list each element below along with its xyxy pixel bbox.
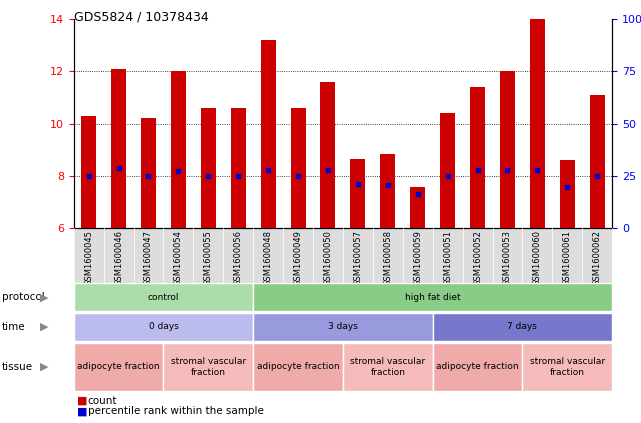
Text: stromal vascular
fraction: stromal vascular fraction (171, 357, 246, 376)
Text: 7 days: 7 days (508, 322, 537, 331)
Text: tissue: tissue (2, 362, 33, 372)
Bar (171, 71, 186, 228)
Point (383, 182, 393, 189)
Bar (440, 113, 455, 228)
Point (353, 181, 363, 187)
Text: ▶: ▶ (40, 322, 49, 332)
Bar (410, 187, 425, 228)
Bar (201, 108, 216, 228)
Text: ■: ■ (77, 406, 87, 416)
Bar (530, 19, 545, 228)
Text: adipocyte fraction: adipocyte fraction (437, 363, 519, 371)
Bar (141, 118, 156, 228)
Point (442, 173, 453, 179)
Point (173, 168, 183, 174)
Bar (380, 154, 395, 228)
Point (203, 173, 213, 179)
Bar (590, 95, 604, 228)
Bar (111, 69, 126, 228)
Text: stromal vascular
fraction: stromal vascular fraction (529, 357, 605, 376)
Text: 3 days: 3 days (328, 322, 358, 331)
Bar (231, 108, 246, 228)
Bar (351, 159, 365, 228)
Text: adipocyte fraction: adipocyte fraction (257, 363, 339, 371)
Text: stromal vascular
fraction: stromal vascular fraction (350, 357, 426, 376)
Point (293, 173, 303, 179)
Point (263, 166, 273, 173)
Bar (81, 116, 96, 228)
Point (532, 166, 542, 173)
Point (592, 173, 603, 179)
Point (413, 191, 423, 198)
Bar (470, 87, 485, 228)
Text: adipocyte fraction: adipocyte fraction (78, 363, 160, 371)
Bar (261, 40, 276, 228)
Point (562, 183, 572, 190)
Point (323, 166, 333, 173)
Text: protocol: protocol (2, 292, 45, 302)
Bar (320, 82, 335, 228)
Bar (290, 108, 306, 228)
Point (503, 166, 513, 173)
Text: high fat diet: high fat diet (405, 293, 460, 302)
Text: GDS5824 / 10378434: GDS5824 / 10378434 (74, 11, 208, 24)
Text: ■: ■ (77, 396, 87, 406)
Point (144, 173, 154, 179)
Text: count: count (88, 396, 117, 406)
Text: time: time (2, 322, 26, 332)
Point (113, 165, 124, 172)
Bar (500, 71, 515, 228)
Point (233, 173, 244, 179)
Text: ▶: ▶ (40, 362, 49, 372)
Point (83, 173, 94, 179)
Text: percentile rank within the sample: percentile rank within the sample (88, 406, 263, 416)
Point (472, 166, 483, 173)
Text: ▶: ▶ (40, 292, 49, 302)
Text: 0 days: 0 days (149, 322, 178, 331)
Bar (560, 160, 575, 228)
Text: control: control (147, 293, 179, 302)
